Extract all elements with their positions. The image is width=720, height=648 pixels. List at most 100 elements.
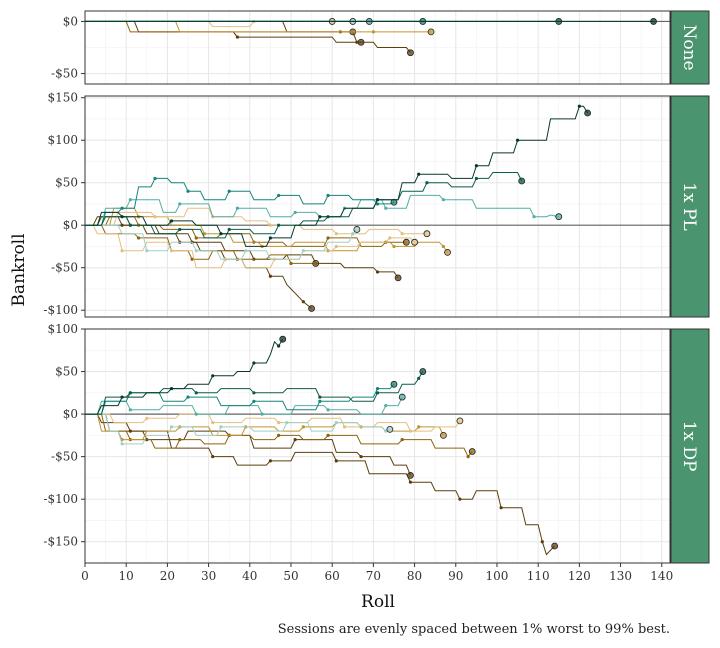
facet-panel: $100 $50 $0 -$50 -$100 -$150 1x DP — [43, 322, 710, 564]
session-end-point — [468, 448, 476, 455]
facet-strip — [670, 328, 710, 564]
y-tick-label: $0 — [63, 407, 78, 421]
data-point — [318, 399, 322, 403]
data-point — [244, 249, 248, 253]
session-end-point — [390, 380, 398, 388]
data-point — [540, 540, 544, 544]
data-point — [219, 425, 223, 429]
data-point — [169, 219, 174, 223]
session-end-point — [456, 417, 464, 425]
x-tick-label: 100 — [486, 569, 509, 583]
data-point — [252, 361, 256, 365]
series-line — [85, 413, 555, 556]
data-point — [289, 261, 293, 266]
series-line — [85, 413, 461, 432]
data-point — [120, 249, 124, 253]
data-point — [458, 497, 462, 501]
series-line — [85, 177, 395, 226]
y-tick-label: -$50 — [51, 450, 78, 464]
data-point — [277, 344, 281, 348]
data-point — [268, 223, 272, 227]
session-end-point — [386, 426, 394, 433]
data-point — [375, 270, 380, 274]
session-end-point — [407, 471, 414, 479]
data-point — [128, 408, 132, 412]
panel-border — [84, 10, 671, 85]
data-point — [334, 232, 338, 236]
data-point — [417, 172, 421, 176]
y-tick-label: $50 — [55, 176, 78, 190]
data-point — [268, 274, 272, 278]
session-end-point — [427, 28, 435, 36]
series-line — [85, 396, 403, 415]
data-point — [400, 232, 404, 236]
x-tick-label: 130 — [609, 569, 632, 583]
data-point — [128, 391, 132, 395]
series-line — [85, 413, 411, 476]
y-tick-label: -$100 — [43, 492, 78, 506]
session-end-point — [650, 18, 657, 25]
data-point — [260, 412, 264, 416]
data-point — [178, 202, 182, 206]
data-point — [277, 223, 281, 227]
data-point — [194, 412, 198, 416]
data-point — [375, 391, 380, 395]
data-point — [371, 30, 375, 34]
data-point — [153, 215, 157, 219]
series-line — [85, 207, 448, 253]
data-point — [219, 232, 223, 236]
session-end-point — [407, 49, 414, 57]
series-line — [85, 172, 523, 239]
data-point — [417, 376, 421, 380]
data-point — [334, 421, 338, 425]
data-point — [252, 391, 256, 395]
data-point — [128, 198, 132, 202]
x-tick-label: 50 — [283, 569, 298, 583]
x-tick-label: 0 — [81, 569, 89, 583]
session-end-point — [419, 368, 427, 375]
data-point — [375, 202, 380, 206]
session-end-point — [555, 213, 563, 221]
data-point — [145, 416, 149, 420]
data-point — [120, 223, 124, 227]
session-end-point — [308, 305, 315, 312]
data-point — [425, 181, 429, 185]
data-point — [499, 506, 503, 510]
y-tick-label: $50 — [55, 365, 78, 379]
series-line — [85, 338, 284, 415]
x-tick-label: 110 — [527, 569, 550, 583]
data-point — [186, 189, 190, 193]
data-point — [301, 300, 305, 304]
data-point — [466, 455, 470, 459]
data-point — [474, 164, 478, 168]
x-axis-title: Roll — [361, 592, 395, 612]
x-tick-label: 90 — [448, 569, 463, 583]
x-tick-label: 120 — [568, 569, 591, 583]
data-point — [474, 176, 478, 181]
y-tick-label: $100 — [47, 322, 78, 336]
series-line — [85, 207, 427, 235]
x-tick-label: 30 — [201, 569, 216, 583]
facet-strip-label: None — [679, 24, 699, 70]
data-point — [375, 198, 380, 202]
data-point — [235, 206, 240, 210]
data-point — [178, 438, 182, 442]
data-point — [355, 40, 359, 44]
facet-strip — [670, 10, 710, 85]
data-point — [277, 193, 281, 198]
data-point — [169, 425, 174, 429]
session-end-point — [394, 274, 402, 282]
series-line — [85, 194, 559, 226]
data-point — [145, 249, 149, 253]
session-end-point — [398, 393, 406, 401]
session-end-point — [584, 109, 592, 117]
x-tick-label: 20 — [160, 569, 175, 583]
data-point — [202, 232, 207, 236]
data-point — [392, 244, 396, 249]
series-line — [85, 413, 391, 445]
series-line — [85, 105, 589, 247]
data-point — [153, 176, 157, 181]
y-tick-label: -$50 — [51, 67, 78, 81]
x-tick-label: 70 — [366, 569, 381, 583]
